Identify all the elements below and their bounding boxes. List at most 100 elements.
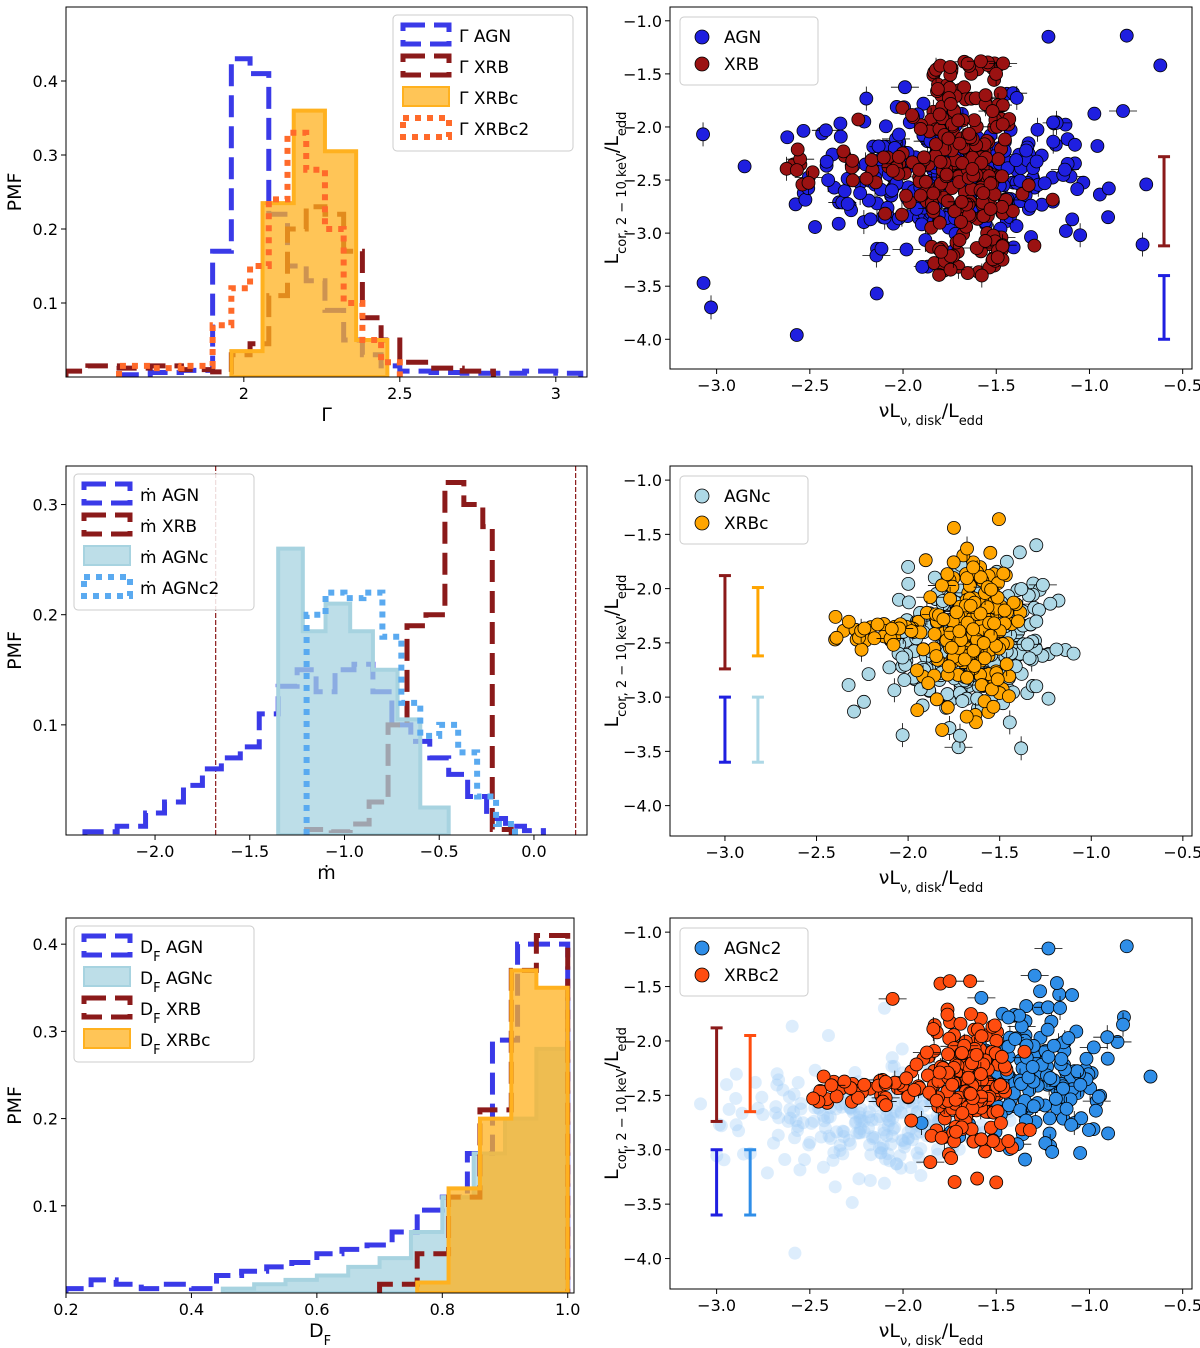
- background-point: [782, 1090, 796, 1104]
- point-xrb: [926, 201, 941, 215]
- background-point: [873, 1110, 887, 1124]
- plot-area: [82, 466, 577, 835]
- point-xrbc2: [857, 1077, 872, 1092]
- point-xrbc: [870, 617, 885, 632]
- point-xrbc2: [909, 1057, 924, 1072]
- y-tick-label: −1.5: [623, 65, 662, 84]
- point-agnc2: [1082, 1123, 1096, 1137]
- label-part: νL: [879, 400, 901, 422]
- legend-frame: [679, 927, 809, 997]
- y-tick-label: −1.5: [623, 525, 662, 544]
- point-agn: [1135, 237, 1150, 252]
- error-bar-key: [751, 695, 764, 764]
- label-part: cor, 2 − 10 keV: [615, 1068, 630, 1169]
- background-point: [816, 1109, 830, 1123]
- legend-swatch: [81, 574, 133, 599]
- point-xrb: [801, 175, 816, 190]
- background-point: [886, 1111, 900, 1125]
- background-point: [769, 1100, 783, 1114]
- point-xrbc2: [944, 1151, 959, 1166]
- label-part: edd: [615, 112, 630, 137]
- point-xrb: [960, 266, 975, 280]
- axes-frame: [669, 6, 1193, 370]
- background-point: [862, 1121, 876, 1135]
- point-xrb: [993, 86, 1008, 101]
- point-xrbc: [967, 659, 982, 673]
- axes-frame: [669, 917, 1193, 1290]
- background-point: [850, 1126, 864, 1140]
- point-xrbc2: [964, 1007, 978, 1021]
- point-xrbc: [946, 520, 961, 535]
- point-xrb: [976, 186, 991, 201]
- point-xrbc: [977, 651, 992, 666]
- label-part: L: [601, 1169, 623, 1180]
- point-xrbc: [1011, 614, 1025, 629]
- y-tick-label: 0.3: [33, 146, 58, 165]
- y-tick-label: −1.0: [623, 923, 662, 942]
- point-agn: [899, 242, 914, 257]
- scatter-panel-middle-right: −3.0 −2.5 −2.0 −1.5 −1.0 −0.5 −4.0 −3.5 −3.0 −2.5…: [601, 465, 1200, 896]
- point-xrbc2: [932, 1065, 947, 1080]
- point-agnc2: [1079, 1051, 1094, 1066]
- y-tick-label: −2.5: [623, 171, 662, 190]
- point-agn: [821, 173, 836, 188]
- point-xrbc2: [955, 1106, 970, 1120]
- label-part: cor, 2 − 10 keV: [615, 153, 630, 254]
- x-tick-label: 2.5: [387, 384, 412, 403]
- point-xrbc2: [923, 1155, 938, 1170]
- background-point: [717, 1153, 731, 1167]
- point-agnc2: [1100, 1030, 1115, 1045]
- point-agn: [1153, 58, 1168, 73]
- x-tick-label: −3.0: [697, 1296, 736, 1315]
- background-point: [853, 1110, 867, 1124]
- label-part: L: [601, 716, 623, 727]
- background-point: [756, 1107, 770, 1121]
- point-xrb: [983, 202, 998, 216]
- point-xrbc: [936, 612, 951, 627]
- x-tick-label: −0.5: [1163, 843, 1200, 862]
- background-point: [882, 1113, 896, 1127]
- point-agn: [1009, 219, 1024, 233]
- point-xrbc: [929, 649, 944, 664]
- point-xrbc2: [969, 1047, 984, 1062]
- legend-item: ṁ AGN: [81, 481, 199, 506]
- point-agnc2: [1040, 1022, 1055, 1037]
- point-agnc: [1020, 637, 1035, 652]
- legend-label: DF XRB: [140, 1000, 201, 1027]
- point-xrb: [913, 188, 928, 203]
- label-part: XRBc: [161, 1031, 211, 1051]
- background-point: [909, 1127, 923, 1141]
- background-point: [748, 1075, 762, 1089]
- background-point: [930, 1142, 944, 1156]
- background-point: [874, 1141, 888, 1155]
- point-xrb: [926, 186, 941, 201]
- point-xrb: [932, 107, 947, 122]
- background-point: [835, 1100, 849, 1114]
- point-xrbc2: [942, 974, 957, 989]
- point-xrbc2: [851, 1090, 865, 1105]
- background-point: [796, 1116, 810, 1130]
- point-xrbc: [854, 642, 869, 657]
- y-tick-label: −3.5: [623, 742, 662, 761]
- x-tick-label: −2.0: [136, 842, 175, 861]
- x-axis-label: ṁ: [317, 862, 336, 884]
- point-agn: [737, 159, 752, 174]
- background-point: [845, 1196, 859, 1210]
- point-xrbc: [829, 630, 844, 645]
- point-xrbc: [960, 541, 974, 556]
- point-agnc2: [1045, 1145, 1060, 1159]
- x-tick-label: −3.0: [706, 843, 745, 862]
- legend-marker: [694, 967, 710, 983]
- point-xrb: [952, 233, 967, 247]
- legend-marker: [694, 940, 710, 956]
- label-part: ν, disk: [900, 881, 942, 896]
- point-xrb: [891, 150, 906, 164]
- point-agnc: [1029, 614, 1044, 629]
- plot-area: [718, 512, 1081, 764]
- background-point: [837, 1125, 851, 1139]
- error-bar-key: [744, 1034, 757, 1114]
- point-xrbc2: [947, 1175, 962, 1189]
- y-tick-label: 0.1: [33, 716, 58, 735]
- y-tick-label: −1.0: [623, 471, 662, 490]
- background-point: [883, 1154, 897, 1168]
